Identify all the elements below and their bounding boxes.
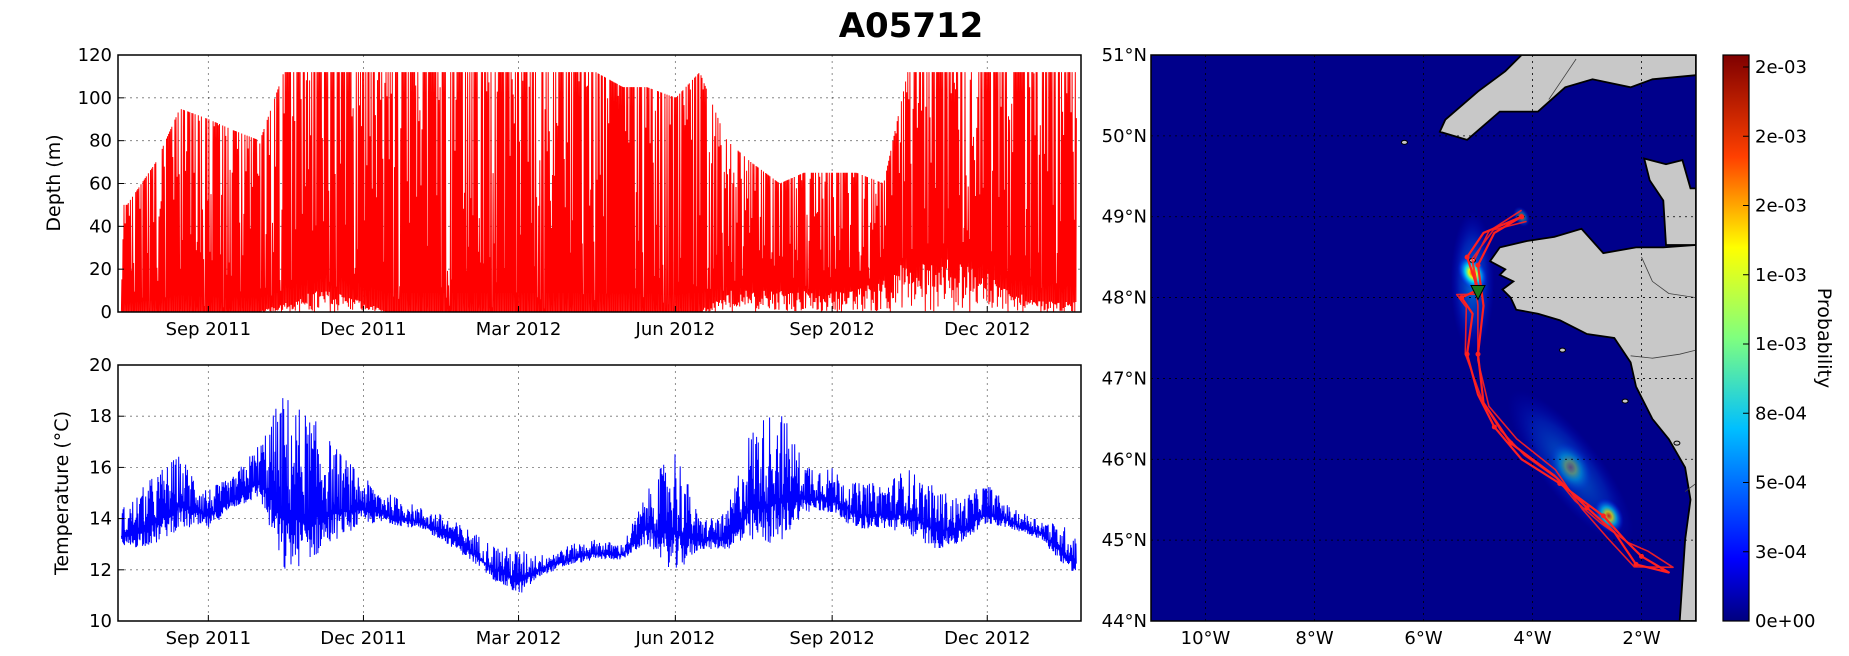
temperature-x-ticks: Sep 2011 Dec 2011 Mar 2012 Jun 2012 Sep 2012… — [166, 615, 1030, 649]
x-tick-label: Jun 2012 — [635, 319, 716, 340]
colorbar-tick-label: 2e-03 — [1755, 126, 1807, 147]
colorbar: 0e+00 3e-04 5e-04 8e-04 1e-03 1e-03 2e-03 2e-03… — [1722, 54, 1835, 632]
colorbar-tick-label: 1e-03 — [1755, 265, 1807, 286]
map-lat-label: 50°N — [1102, 126, 1147, 147]
track-point — [1459, 295, 1465, 301]
colorbar-tick-label: 2e-03 — [1755, 196, 1807, 217]
track-point — [1600, 513, 1606, 519]
land-masses — [1400, 55, 1696, 621]
track-group — [1455, 209, 1674, 574]
track-point — [1639, 553, 1644, 559]
x-tick-label: Mar 2012 — [476, 628, 562, 649]
y-tick-label: 18 — [89, 406, 112, 427]
map-lon-label: 8°W — [1295, 628, 1333, 649]
y-tick-label: 14 — [89, 509, 112, 530]
colorbar-label: Probability — [1813, 288, 1835, 388]
island — [1621, 398, 1629, 404]
temperature-axes-frame — [117, 364, 1082, 622]
land-england — [1438, 55, 1696, 141]
map-lat-label: 44°N — [1102, 611, 1147, 632]
map-lat-label: 47°N — [1102, 368, 1147, 389]
probability-hotspot — [1593, 498, 1624, 534]
track-point — [1475, 262, 1481, 268]
depth-series — [120, 72, 1077, 312]
temperature-series-line — [120, 398, 1077, 593]
map-lon-label: 10°W — [1181, 628, 1231, 649]
y-tick-label: 12 — [89, 560, 112, 581]
x-tick-label: Mar 2012 — [476, 319, 562, 340]
map-lat-label: 51°N — [1102, 45, 1147, 66]
y-tick-label: 120 — [78, 45, 112, 66]
colorbar-ticks: 0e+00 3e-04 5e-04 8e-04 1e-03 1e-03 2e-03 2e-03… — [1743, 57, 1816, 632]
colorbar-tick-label: 1e-03 — [1755, 334, 1807, 355]
x-tick-label: Dec 2012 — [944, 319, 1030, 340]
river — [1548, 58, 1577, 100]
map-lat-label: 45°N — [1102, 530, 1147, 551]
map-lat-label: 49°N — [1102, 207, 1147, 228]
y-tick-label: 20 — [89, 259, 112, 280]
depth-series-line — [120, 72, 1077, 312]
depth-x-ticks: Sep 2011 Dec 2011 Mar 2012 Jun 2012 Sep 2012… — [166, 306, 1030, 340]
map-lon-label: 2°W — [1622, 628, 1660, 649]
y-tick-label: 16 — [89, 457, 112, 478]
x-tick-label: Jun 2012 — [635, 628, 716, 649]
land-normandy — [1642, 157, 1696, 246]
x-tick-label: Dec 2012 — [944, 628, 1030, 649]
track-point — [1633, 561, 1639, 567]
figure-title: A05712 — [838, 6, 984, 46]
map-lat-label: 46°N — [1102, 449, 1147, 470]
y-tick-label: 100 — [78, 88, 112, 109]
map-frame — [1150, 54, 1697, 622]
y-tick-label: 10 — [89, 611, 112, 632]
river — [1684, 483, 1696, 492]
colorbar-tick-label: 0e+00 — [1755, 611, 1816, 632]
x-tick-label: Sep 2012 — [789, 319, 874, 340]
x-tick-label: Dec 2011 — [320, 319, 406, 340]
depth-y-ticks: 0 20 40 60 80 100 120 — [78, 45, 124, 323]
probability-map: 44°N 45°N 46°N 47°N 48°N 49°N 50°N 51°N 10°W 8°W… — [1102, 45, 1697, 649]
colorbar-tick-label: 3e-04 — [1755, 542, 1807, 563]
y-tick-label: 60 — [89, 174, 112, 195]
track-point — [1557, 481, 1563, 487]
track-point — [1491, 424, 1497, 430]
track-point — [1464, 351, 1470, 357]
map-lat-label: 48°N — [1102, 288, 1147, 309]
x-tick-label: Dec 2011 — [320, 628, 406, 649]
track-point — [1519, 214, 1525, 220]
colorbar-tick-label: 2e-03 — [1755, 57, 1807, 78]
map-lon-ticks: 10°W 8°W 6°W 4°W 2°W — [1181, 628, 1661, 649]
map-lon-label: 6°W — [1404, 628, 1442, 649]
x-tick-label: Sep 2012 — [789, 628, 874, 649]
island — [1558, 347, 1566, 353]
track-point — [1508, 440, 1514, 446]
map-graticule — [1151, 55, 1696, 621]
y-tick-label: 80 — [89, 131, 112, 152]
y-tick-label: 40 — [89, 216, 112, 237]
track-point — [1475, 351, 1481, 357]
colorbar-gradient — [1722, 54, 1750, 622]
temperature-y-label: Temperature (°C) — [51, 411, 73, 576]
track-point — [1584, 505, 1590, 511]
map-lon-label: 4°W — [1513, 628, 1551, 649]
depth-panel: 0 20 40 60 80 100 120 Sep 2011 Dec 2011 Mar 2012… — [43, 45, 1082, 340]
x-tick-label: Sep 2011 — [166, 319, 251, 340]
temperature-panel: 10 12 14 16 18 20 Sep 2011 Dec 2011 Mar 2012 Jun… — [51, 355, 1082, 649]
y-tick-label: 0 — [101, 302, 112, 323]
island — [1673, 440, 1681, 446]
colorbar-tick-label: 5e-04 — [1755, 473, 1807, 494]
river — [1641, 256, 1696, 298]
temperature-y-ticks: 10 12 14 16 18 20 — [89, 355, 124, 632]
temperature-series — [120, 398, 1077, 593]
start-marker-icon — [1470, 285, 1486, 301]
track-point — [1464, 254, 1470, 260]
map-lat-ticks: 44°N 45°N 46°N 47°N 48°N 49°N 50°N 51°N — [1102, 45, 1147, 632]
y-tick-label: 20 — [89, 355, 112, 376]
colorbar-tick-label: 8e-04 — [1755, 403, 1807, 424]
depth-y-label: Depth (m) — [43, 134, 65, 231]
x-tick-label: Sep 2011 — [166, 628, 251, 649]
island — [1400, 139, 1408, 145]
land-france — [1488, 227, 1696, 621]
